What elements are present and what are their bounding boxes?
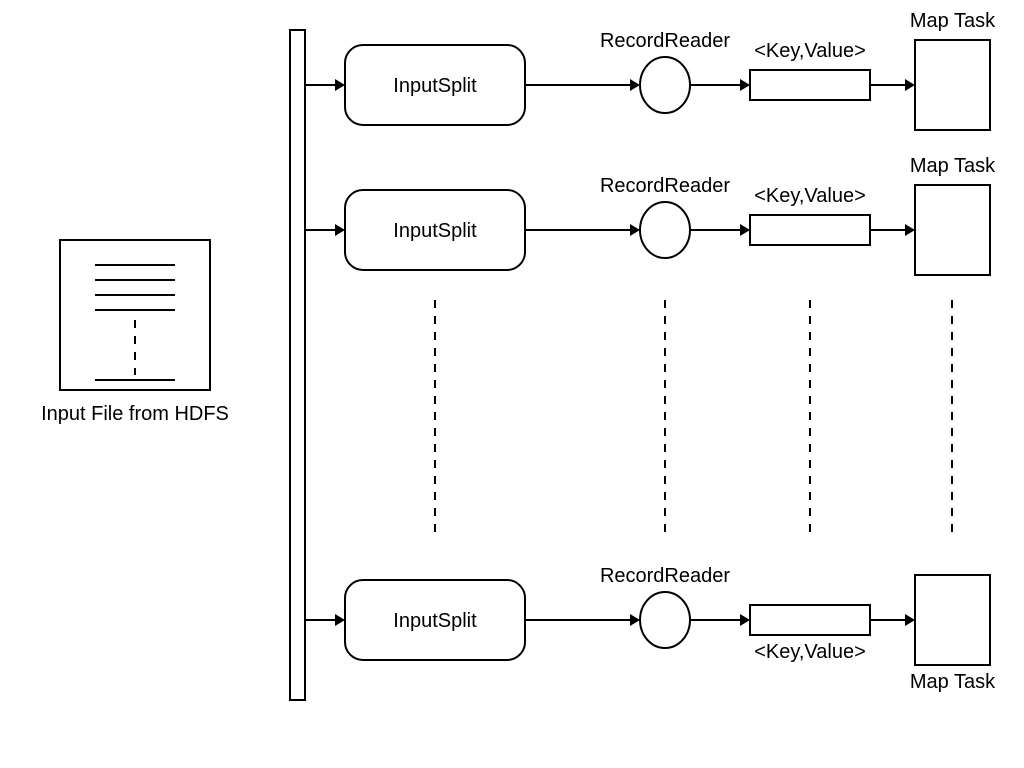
maptask-label: Map Task: [910, 155, 996, 177]
keyvalue-node: [750, 70, 870, 100]
recordreader-label: RecordReader: [600, 175, 730, 197]
keyvalue-node: [750, 605, 870, 635]
keyvalue-label: <Key,Value>: [754, 40, 866, 62]
inputsplit-label: InputSplit: [393, 75, 477, 97]
recordreader-label: RecordReader: [600, 565, 730, 587]
input-file-icon: [60, 240, 210, 390]
maptask-node: [915, 575, 990, 665]
splitter-bar: [290, 30, 305, 700]
keyvalue-label: <Key,Value>: [754, 641, 866, 663]
keyvalue-node: [750, 215, 870, 245]
maptask-node: [915, 185, 990, 275]
keyvalue-label: <Key,Value>: [754, 185, 866, 207]
recordreader-node: [640, 202, 690, 258]
recordreader-node: [640, 592, 690, 648]
inputsplit-label: InputSplit: [393, 610, 477, 632]
input-file-label: Input File from HDFS: [41, 403, 229, 425]
maptask-node: [915, 40, 990, 130]
recordreader-label: RecordReader: [600, 30, 730, 52]
recordreader-node: [640, 57, 690, 113]
inputsplit-label: InputSplit: [393, 220, 477, 242]
maptask-label: Map Task: [910, 671, 996, 693]
maptask-label: Map Task: [910, 10, 996, 32]
